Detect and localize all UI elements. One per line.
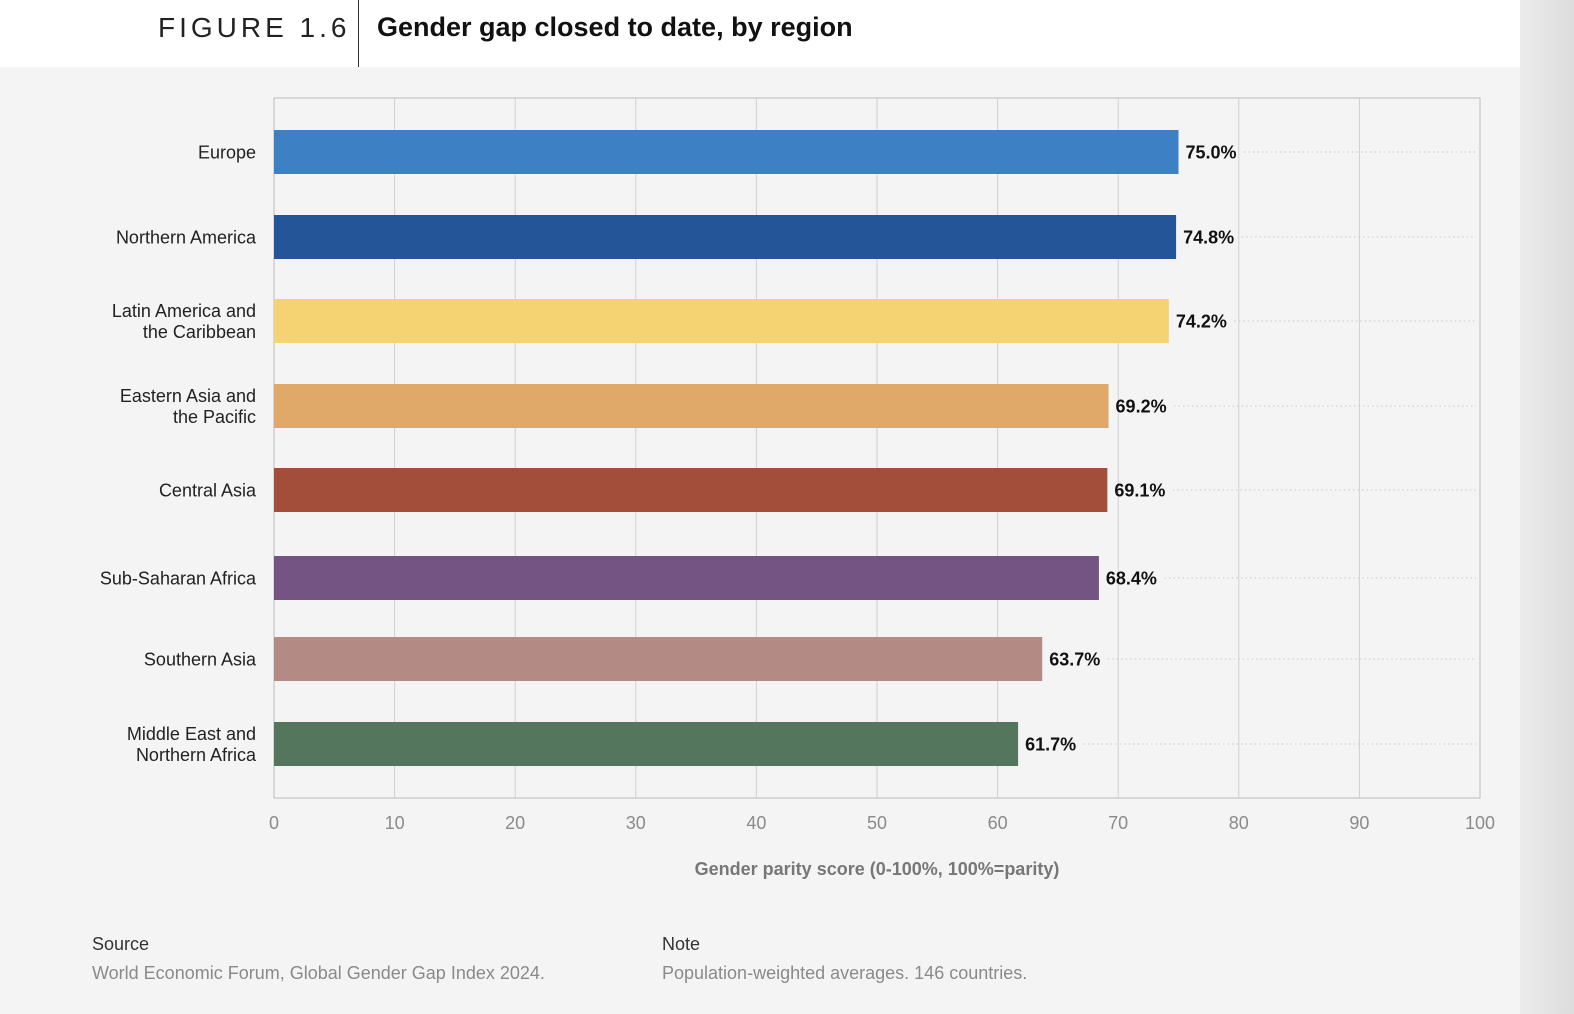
- bar-value-label: 74.2%: [1176, 312, 1227, 332]
- category-label: Sub-Saharan Africa: [100, 569, 257, 589]
- source-block: Source World Economic Forum, Global Gend…: [92, 934, 545, 984]
- bar-value-label: 68.4%: [1106, 569, 1157, 589]
- bar: [274, 384, 1109, 428]
- category-label: Latin America and the Caribbean: [112, 301, 256, 342]
- bar: [274, 299, 1169, 343]
- note-text: Population-weighted averages. 146 countr…: [662, 963, 1028, 983]
- x-tick-label: 70: [1108, 813, 1128, 833]
- bars: 75.0% 74.8% 74.2% 69.2% 69.1% 68.4% 63.7% 61.7%: [274, 130, 1476, 766]
- gridlines: [394, 98, 1360, 798]
- header-divider: [358, 0, 359, 67]
- bar-chart: 75.0% 74.8% 74.2% 69.2% 69.1% 68.4% 63.7% 61.7%…: [100, 97, 1495, 879]
- x-tick-label: 20: [505, 813, 525, 833]
- bar-value-label: 61.7%: [1025, 735, 1076, 755]
- source-heading: Source: [92, 934, 150, 954]
- bar: [274, 637, 1043, 681]
- note-block: Note Population-weighted averages. 146 c…: [662, 934, 1027, 984]
- category-label: Middle East and Northern Africa: [127, 724, 257, 765]
- figure-header: FIGURE 1.6 Gender gap closed to date, by…: [0, 0, 1520, 67]
- x-tick-label: 80: [1229, 813, 1249, 833]
- figure-title: Gender gap closed to date, by region: [377, 12, 853, 42]
- x-tick-label: 90: [1349, 813, 1369, 833]
- bar-value-label: 69.2%: [1116, 397, 1167, 417]
- source-text: World Economic Forum, Global Gender Gap …: [92, 963, 545, 983]
- category-label: Europe: [198, 143, 256, 163]
- plot-frame: [273, 97, 1481, 799]
- bar-value-label: 69.1%: [1114, 481, 1165, 501]
- x-tick-label: 30: [626, 813, 646, 833]
- category-label: Northern America: [116, 228, 257, 248]
- x-tick-label: 100: [1465, 813, 1495, 833]
- x-tick-label: 40: [746, 813, 766, 833]
- category-labels: Europe Northern America Latin America and t…: [100, 143, 257, 766]
- x-tick-label: 10: [385, 813, 405, 833]
- category-label: Southern Asia: [144, 650, 257, 670]
- bar-value-label: 63.7%: [1049, 650, 1100, 670]
- page-edge-shadow: [1520, 0, 1574, 1014]
- bar: [274, 722, 1019, 766]
- x-tick-labels: 0 10 20 30 40 50 60 70 80 90 100: [269, 813, 1495, 833]
- x-tick-label: 0: [269, 813, 279, 833]
- bar-value-label: 75.0%: [1186, 143, 1237, 163]
- bar: [274, 130, 1179, 174]
- bar: [274, 468, 1108, 512]
- x-axis-title: Gender parity score (0-100%, 100%=parity…: [695, 859, 1060, 879]
- category-label: Central Asia: [159, 481, 257, 501]
- bar: [274, 556, 1099, 600]
- x-tick-label: 50: [867, 813, 887, 833]
- category-label: Eastern Asia and the Pacific: [120, 386, 256, 427]
- x-tick-label: 60: [988, 813, 1008, 833]
- figure-number: FIGURE 1.6: [158, 12, 351, 43]
- note-heading: Note: [662, 934, 701, 954]
- bar-value-label: 74.8%: [1183, 228, 1234, 248]
- bar: [274, 215, 1177, 259]
